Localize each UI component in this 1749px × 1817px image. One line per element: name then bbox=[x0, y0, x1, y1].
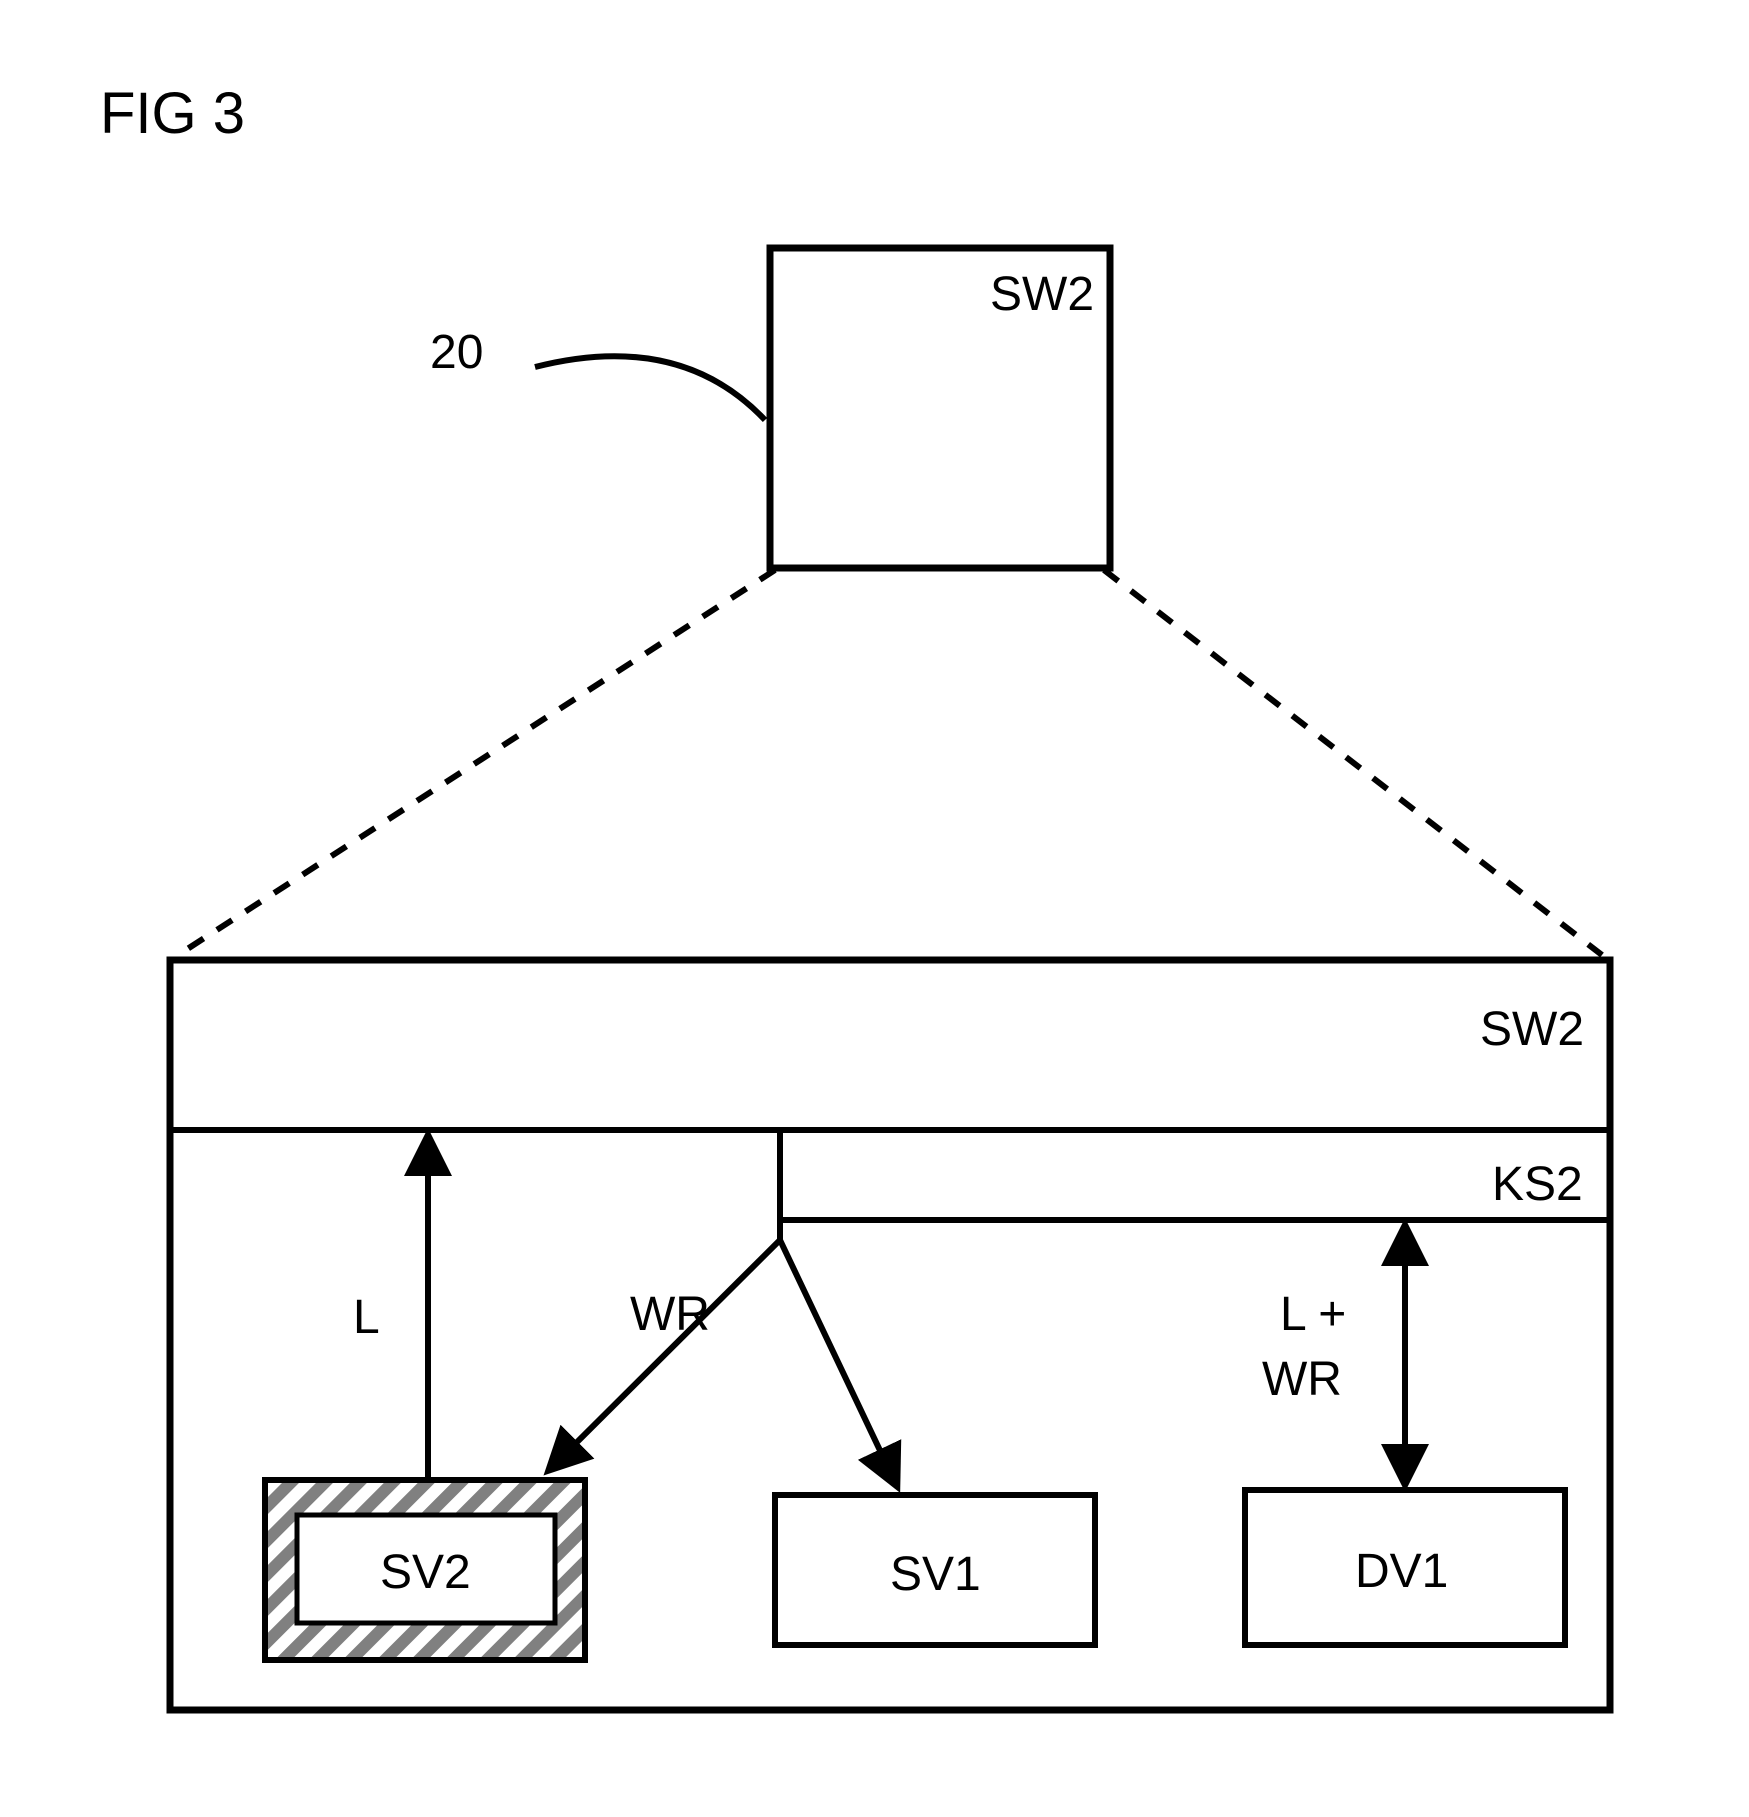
top-box-label: SW2 bbox=[990, 268, 1094, 321]
sv1-label: SV1 bbox=[890, 1548, 981, 1601]
arrow-l-label: L bbox=[353, 1291, 380, 1344]
wr-label: WR bbox=[630, 1288, 710, 1341]
wr-right-branch bbox=[780, 1240, 895, 1482]
dashed-line-left bbox=[178, 570, 775, 955]
dv1-label: DV1 bbox=[1355, 1545, 1448, 1598]
diagram-svg: SW2 SW2 KS2 SV2 SV1 DV1 L WR L + WR bbox=[0, 0, 1749, 1817]
sv2-label: SV2 bbox=[380, 1546, 471, 1599]
dashed-line-right bbox=[1104, 570, 1602, 955]
lwr-label-1: L + bbox=[1280, 1288, 1346, 1341]
ks2-label: KS2 bbox=[1492, 1158, 1583, 1211]
leader-curve bbox=[535, 356, 765, 420]
header-label-sw2: SW2 bbox=[1480, 1003, 1584, 1056]
wr-left-branch bbox=[552, 1240, 780, 1467]
lwr-label-2: WR bbox=[1262, 1353, 1342, 1406]
